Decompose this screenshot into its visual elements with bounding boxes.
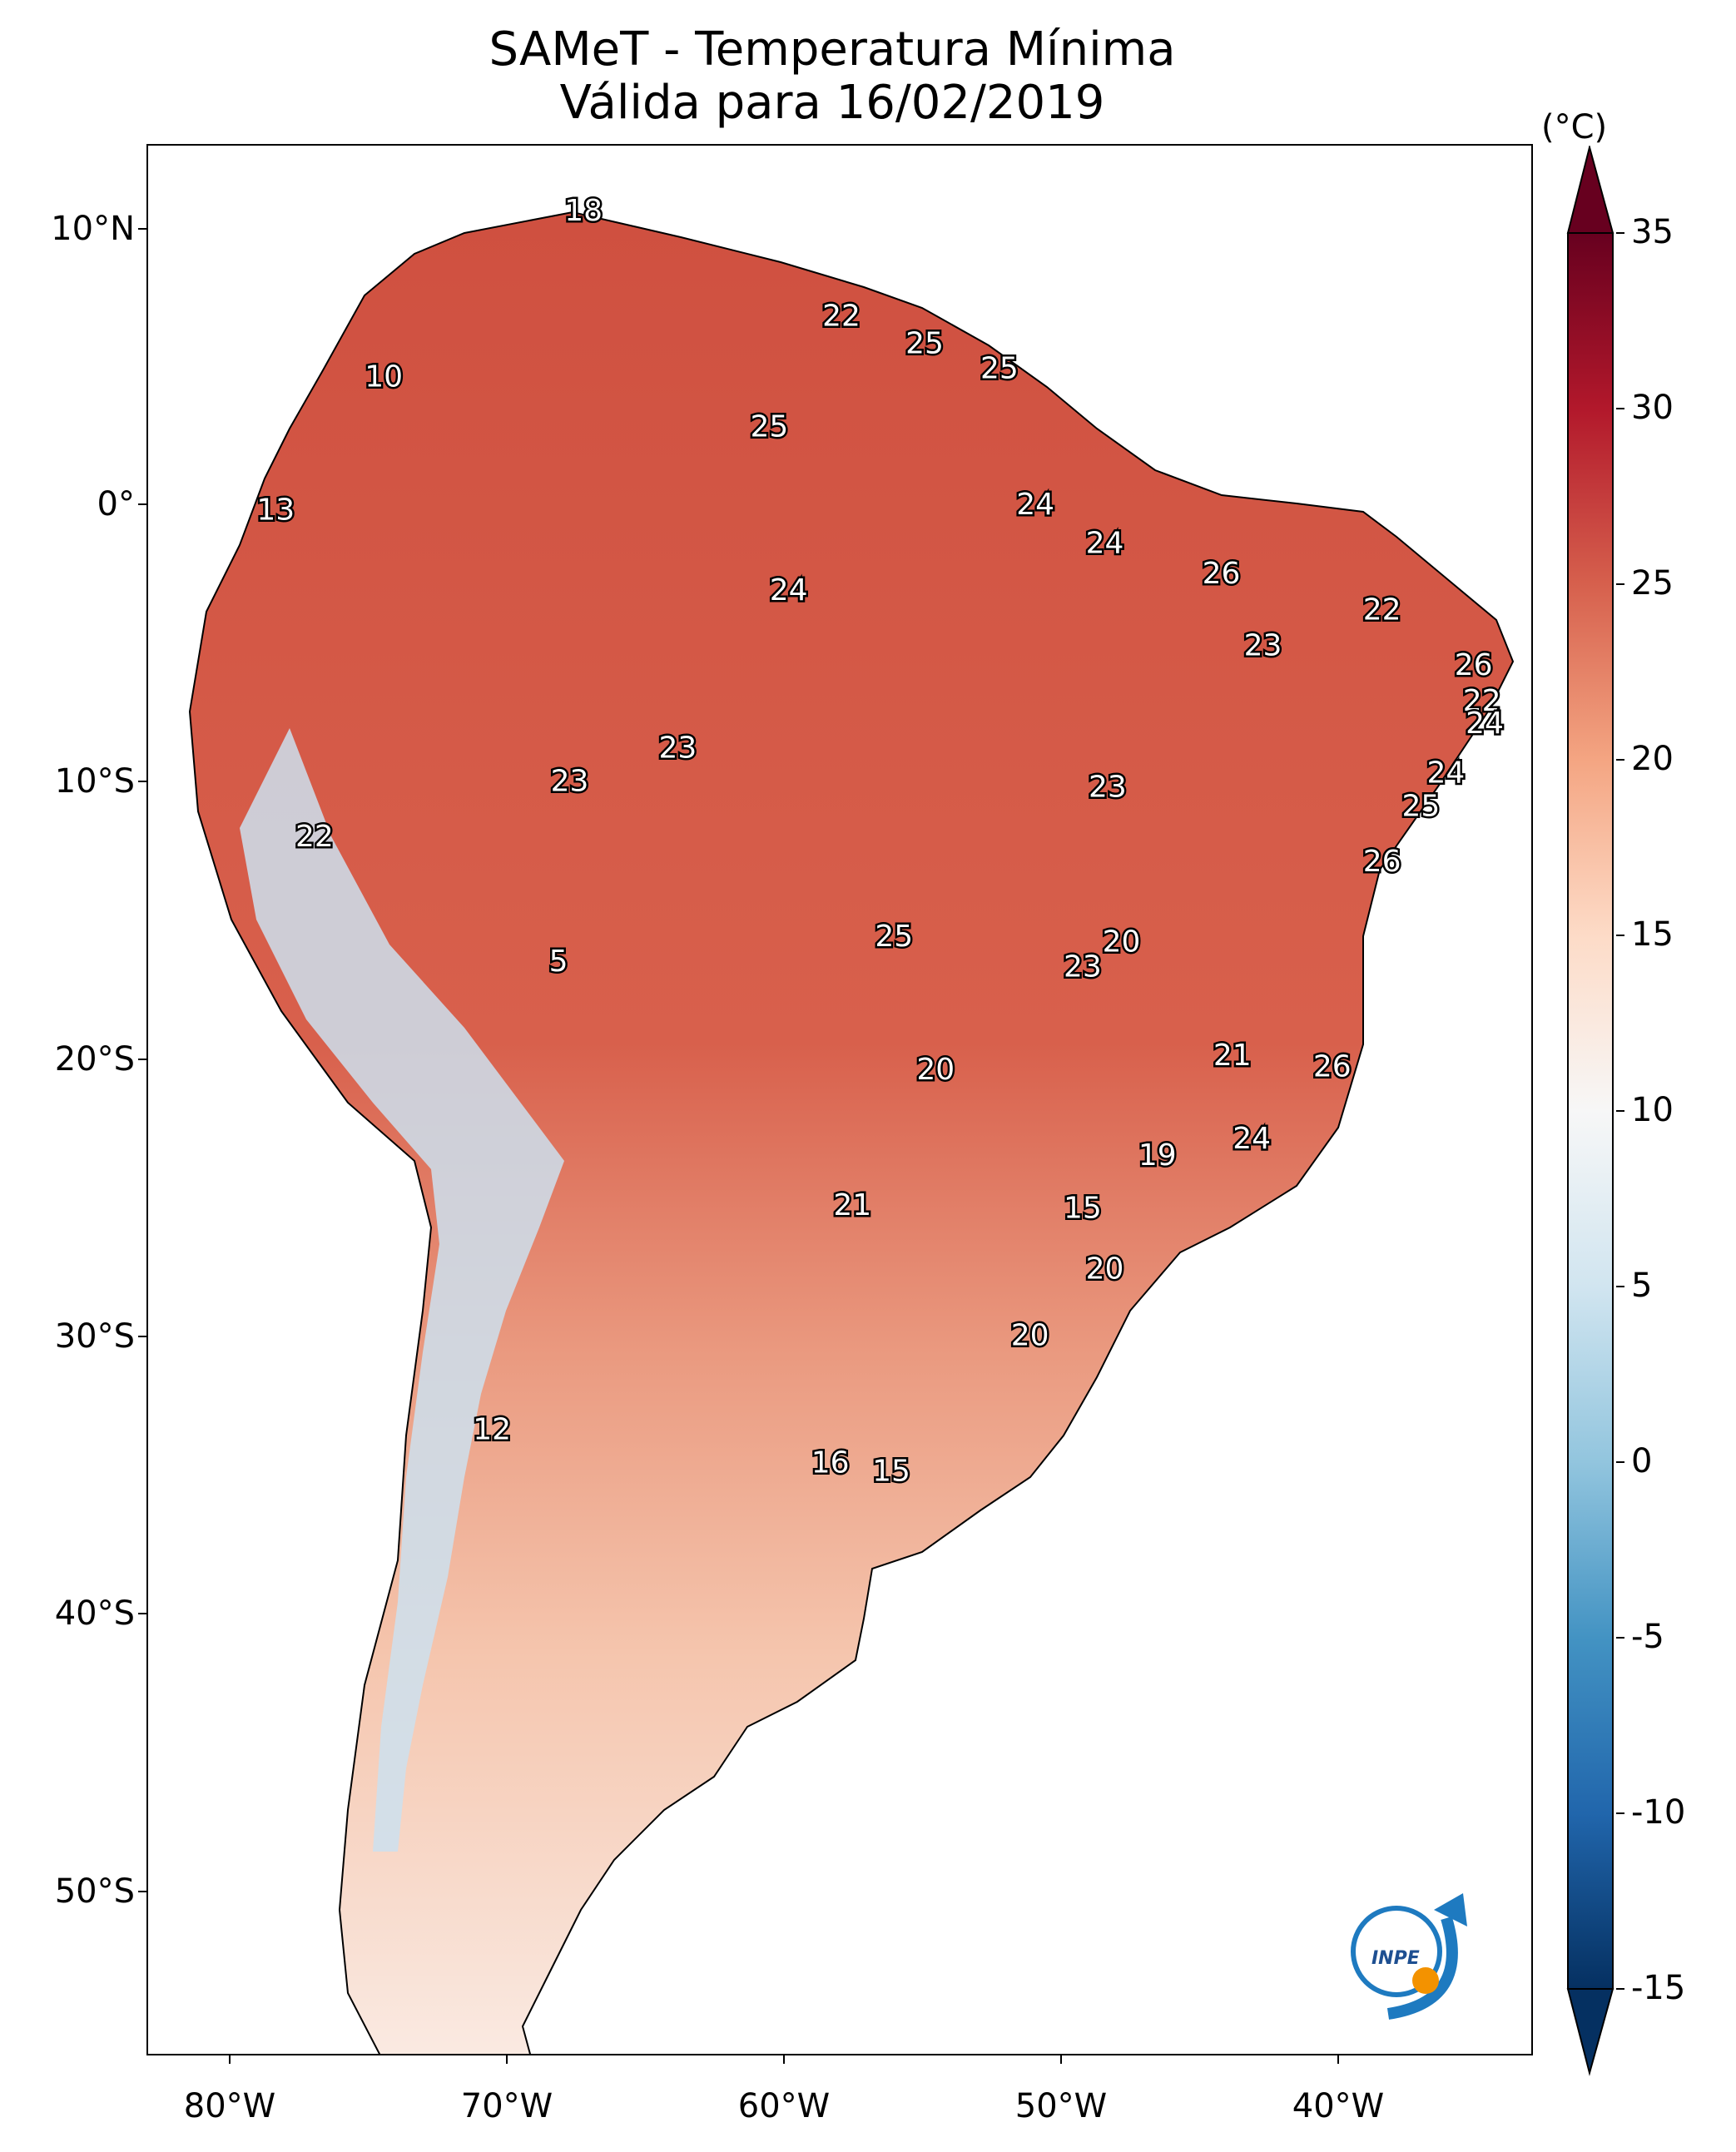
station-value-label: 24 <box>1086 526 1124 560</box>
station-value-label: 20 <box>1086 1252 1124 1287</box>
colorbar-tick-label: 10 <box>1631 1091 1674 1129</box>
map-subtitle: Válida para 16/02/2019 <box>559 76 1105 130</box>
station-value-label: 20 <box>1103 925 1141 959</box>
station-value-label: 23 <box>1244 629 1282 663</box>
lat-tick <box>138 781 146 782</box>
lon-tick <box>1337 2055 1339 2064</box>
colorbar-extend-max <box>1566 146 1614 234</box>
station-value-label: 23 <box>551 765 589 799</box>
lat-label-50s: 50°S <box>54 1872 135 1911</box>
colorbar-extend-min <box>1566 1988 1614 2076</box>
station-value-label: 25 <box>750 410 788 444</box>
colorbar <box>1566 146 1614 2076</box>
station-value-label: 25 <box>905 327 944 361</box>
colorbar-tick <box>1616 759 1624 761</box>
station-value-label: 22 <box>295 820 334 854</box>
lat-tick <box>138 1613 146 1614</box>
station-value-label: 25 <box>1401 790 1440 824</box>
inpe-logo: INPE <box>1351 1893 1467 2020</box>
lon-tick <box>506 2055 508 2064</box>
station-value-label: 24 <box>770 573 808 607</box>
station-value-label: 24 <box>1466 707 1504 741</box>
colorbar-tick <box>1616 1812 1624 1814</box>
colorbar-tick <box>1616 1988 1624 1990</box>
station-value-label: 26 <box>1363 845 1401 879</box>
colorbar-tick <box>1616 583 1624 585</box>
lat-tick <box>138 1336 146 1337</box>
colorbar-unit: (°C) <box>1541 108 1608 146</box>
colorbar-body <box>1567 232 1614 1990</box>
station-value-label: 12 <box>473 1413 511 1447</box>
station-value-label: 13 <box>256 493 295 527</box>
station-value-label: 26 <box>1455 648 1493 682</box>
lat-tick <box>138 503 146 505</box>
station-value-label: 23 <box>1064 950 1102 984</box>
lat-label-0: 0° <box>97 485 135 523</box>
station-value-label: 23 <box>1089 770 1127 804</box>
station-value-label: 25 <box>980 352 1019 386</box>
colorbar-tick-label: 20 <box>1631 740 1674 778</box>
lat-label-20s: 20°S <box>54 1040 135 1078</box>
lat-tick <box>138 1891 146 1892</box>
colorbar-tick <box>1616 1110 1624 1112</box>
station-value-label: 19 <box>1138 1138 1177 1173</box>
colorbar-tick <box>1616 1286 1624 1287</box>
colorbar-tick-label: 5 <box>1631 1267 1653 1305</box>
colorbar-tick-label: 30 <box>1631 389 1674 427</box>
station-value-label: 10 <box>365 360 403 394</box>
station-value-label: 25 <box>875 920 913 954</box>
station-value-label: 26 <box>1313 1050 1352 1084</box>
lon-label-50w: 50°W <box>1014 2087 1108 2125</box>
station-value-label: 21 <box>833 1188 871 1222</box>
station-value-label: 24 <box>1233 1122 1271 1156</box>
station-value-label: 18 <box>564 194 603 228</box>
colorbar-tick-label: 0 <box>1631 1442 1653 1480</box>
lon-tick <box>1060 2055 1062 2064</box>
station-value-label: 5 <box>549 945 568 979</box>
map-frame: 18 10 22 25 25 25 13 24 24 26 22 23 26 24 22 24 23 23 24 23… <box>146 144 1533 2055</box>
lat-tick <box>138 228 146 230</box>
station-value-label: 20 <box>1011 1319 1049 1353</box>
colorbar-tick <box>1616 1461 1624 1463</box>
station-value-label: 21 <box>1213 1039 1252 1073</box>
station-value-label: 15 <box>1064 1191 1102 1225</box>
andes-cold-band <box>240 728 564 1852</box>
colorbar-tick <box>1616 935 1624 936</box>
station-value-label: 23 <box>658 731 697 766</box>
map-title: SAMeT - Temperatura Mínima <box>489 22 1176 77</box>
lon-tick <box>229 2055 231 2064</box>
station-value-label: 24 <box>1016 488 1054 522</box>
lon-label-70w: 70°W <box>460 2087 553 2125</box>
station-value-label: 20 <box>916 1053 955 1087</box>
station-value-label: 16 <box>811 1446 850 1480</box>
logo-text: INPE <box>1371 1948 1420 1969</box>
lat-tick <box>138 1059 146 1060</box>
lat-label-10s: 10°S <box>54 762 135 801</box>
lon-label-60w: 60°W <box>737 2087 831 2125</box>
lon-tick <box>783 2055 785 2064</box>
station-value-label: 22 <box>822 299 861 333</box>
lon-label-80w: 80°W <box>183 2087 276 2125</box>
continent-shape <box>188 211 1515 2054</box>
colorbar-tick <box>1616 232 1624 234</box>
colorbar-tick-label: 15 <box>1631 915 1674 954</box>
station-value-label: 24 <box>1426 756 1465 791</box>
colorbar-tick-label: -10 <box>1631 1793 1686 1832</box>
lat-label-30s: 30°S <box>54 1317 135 1356</box>
colorbar-tick-label: -5 <box>1631 1618 1664 1656</box>
colorbar-tick <box>1616 408 1624 409</box>
station-value-label: 22 <box>1463 684 1501 718</box>
colorbar-tick <box>1616 1637 1624 1639</box>
station-value-label: 15 <box>872 1455 910 1489</box>
lat-label-40s: 40°S <box>54 1594 135 1633</box>
station-value-label: 22 <box>1363 593 1401 627</box>
lon-label-40w: 40°W <box>1292 2087 1385 2125</box>
colorbar-tick-label: 35 <box>1631 213 1674 251</box>
colorbar-tick-label: -15 <box>1631 1969 1686 2007</box>
colorbar-tick-label: 25 <box>1631 564 1674 602</box>
lat-label-10n: 10°N <box>51 210 135 248</box>
station-value-label: 26 <box>1203 557 1241 591</box>
